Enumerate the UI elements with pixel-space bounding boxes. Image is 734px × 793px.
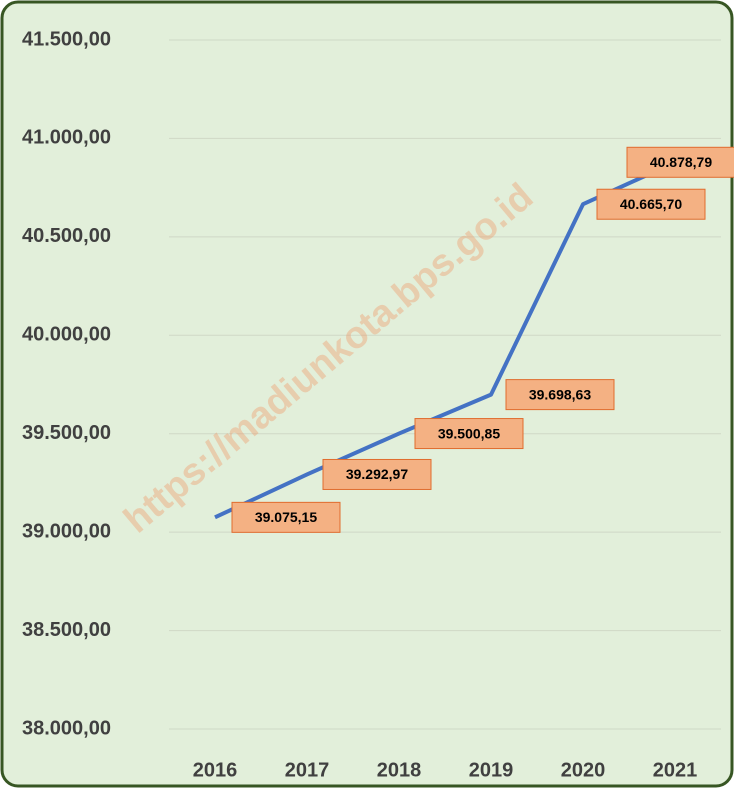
x-tick-label: 2018: [377, 759, 422, 781]
x-tick-label: 2021: [653, 759, 698, 781]
value-label: 39.698,63: [529, 386, 591, 402]
value-label-box: [414, 418, 524, 450]
value-label: 40.665,70: [620, 196, 682, 212]
value-label-box: [231, 501, 341, 533]
value-label: 39.500,85: [438, 425, 500, 441]
value-label-box: [626, 146, 734, 178]
x-tick-label: 2017: [285, 759, 330, 781]
y-tick-label: 39.500,00: [22, 422, 111, 444]
x-tick-label: 2016: [193, 759, 238, 781]
value-label: 39.292,97: [346, 466, 408, 482]
plot: 39.075,15 39.292,97 39.500,85 39.698,63 40.6…: [214, 146, 734, 533]
value-label-box: [505, 379, 615, 411]
x-tick-label: 2019: [469, 759, 514, 781]
y-tick-label: 41.500,00: [22, 28, 111, 50]
value-label: 40.878,79: [650, 154, 712, 170]
y-tick-label: 39.000,00: [22, 520, 111, 542]
y-tick-label: 38.500,00: [22, 619, 111, 641]
y-tick-label: 38.000,00: [22, 717, 111, 739]
value-label-box: [596, 188, 706, 220]
x-tick-label: 2020: [561, 759, 606, 781]
y-tick-label: 41.000,00: [22, 127, 111, 149]
value-label: 39.075,15: [255, 509, 317, 525]
y-tick-label: 40.500,00: [22, 225, 111, 247]
value-label-box: [322, 458, 432, 490]
y-tick-label: 40.000,00: [22, 324, 111, 346]
